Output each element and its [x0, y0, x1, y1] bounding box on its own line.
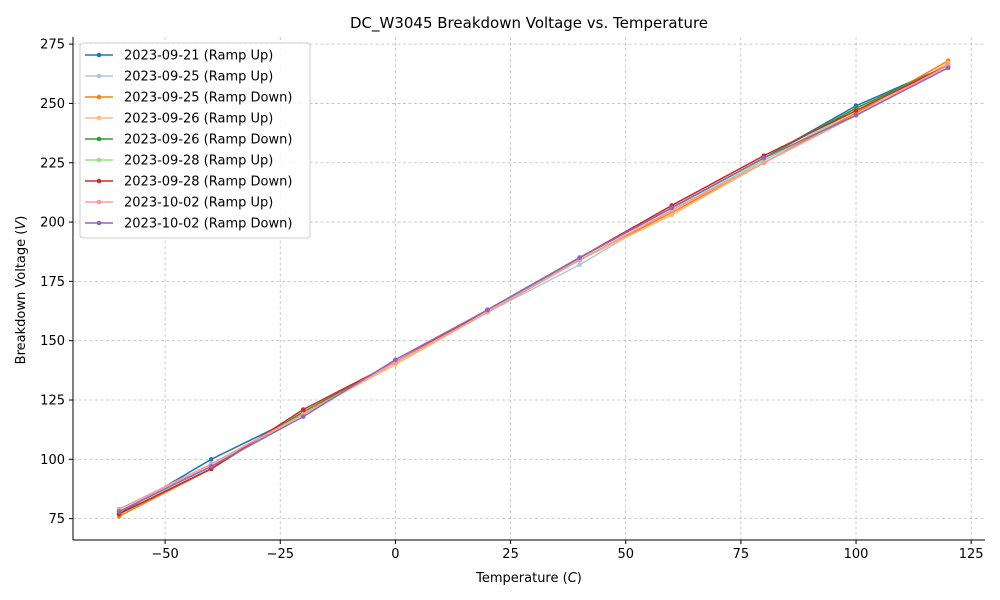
x-tick-label: 25 — [502, 547, 519, 562]
legend-entry: 2023-09-28 (Ramp Down) — [85, 175, 292, 190]
x-tick-label: 75 — [733, 547, 750, 562]
data-point — [669, 205, 675, 211]
legend-entry: 2023-10-02 (Ramp Up) — [85, 196, 273, 211]
x-axis-label: Temperature (C) — [475, 571, 582, 586]
data-point — [853, 108, 859, 113]
data-point — [301, 407, 306, 412]
data-point — [945, 65, 951, 71]
y-tick-label: 125 — [40, 394, 65, 409]
legend-entry: 2023-09-26 (Ramp Up) — [85, 112, 273, 127]
x-tick-label: −50 — [151, 547, 178, 562]
y-tick-label: 250 — [40, 97, 65, 112]
legend-label: 2023-10-02 (Ramp Down) — [124, 217, 292, 232]
legend-entry: 2023-09-26 (Ramp Down) — [85, 133, 292, 148]
y-tick-label: 200 — [40, 216, 65, 231]
legend-frame — [79, 42, 311, 239]
legend: 2023-09-21 (Ramp Up) 2023-09-25 (Ramp Up)… — [79, 42, 311, 239]
legend-swatch-marker — [96, 199, 102, 205]
series-line — [118, 64, 949, 510]
legend-swatch-marker — [96, 220, 102, 226]
legend-swatch-marker — [96, 136, 102, 142]
series — [116, 65, 951, 514]
legend-swatch-marker — [96, 157, 102, 163]
legend-label: 2023-10-02 (Ramp Up) — [124, 196, 273, 211]
legend-entry: 2023-09-28 (Ramp Up) — [85, 154, 273, 169]
data-point — [301, 414, 306, 419]
chart-title: DC_W3045 Breakdown Voltage vs. Temperatu… — [350, 14, 708, 33]
ticks: −50 −25 0 25 50 75 100 125 75 100 125 150 175 200 225 2… — [40, 38, 983, 562]
legend-entry: 2023-09-21 (Ramp Up) — [85, 49, 273, 64]
y-tick-label: 75 — [48, 512, 65, 527]
series-line — [118, 64, 949, 513]
x-tick-label: 0 — [391, 547, 399, 562]
x-tick-label: 125 — [959, 547, 984, 562]
legend-label: 2023-09-26 (Ramp Down) — [124, 133, 292, 148]
x-tick-label: −25 — [267, 547, 294, 562]
data-point — [669, 212, 675, 218]
series-layer — [116, 58, 951, 519]
legend-swatch-marker — [96, 73, 102, 79]
data-point — [577, 255, 582, 260]
legend-swatch-marker — [96, 178, 102, 184]
axes — [72, 37, 985, 541]
series-line — [118, 67, 949, 513]
legend-swatch-marker — [96, 115, 102, 121]
y-axis-label: Breakdown Voltage (V) — [14, 216, 29, 365]
legend-label: 2023-09-28 (Ramp Up) — [124, 154, 273, 169]
data-point — [208, 464, 214, 469]
data-point — [485, 307, 490, 313]
y-tick-label: 225 — [40, 156, 65, 171]
data-point — [761, 160, 767, 166]
legend-swatch-marker — [96, 52, 102, 58]
legend-label: 2023-09-26 (Ramp Up) — [124, 112, 273, 127]
legend-entry: 2023-10-02 (Ramp Down) — [85, 217, 292, 232]
legend-label: 2023-09-25 (Ramp Up) — [124, 70, 273, 85]
data-point — [761, 155, 767, 161]
legend-entry: 2023-09-25 (Ramp Down) — [85, 91, 292, 106]
data-point — [393, 357, 398, 362]
data-point — [853, 112, 859, 118]
legend-label: 2023-09-25 (Ramp Down) — [124, 91, 292, 106]
y-tick-label: 275 — [40, 38, 65, 53]
y-tick-label: 150 — [40, 334, 65, 349]
data-point — [577, 262, 582, 268]
x-tick-label: 100 — [844, 547, 869, 562]
y-tick-label: 100 — [40, 453, 65, 468]
legend-swatch-marker — [96, 94, 102, 100]
data-point — [116, 509, 122, 514]
legend-label: 2023-09-21 (Ramp Up) — [124, 49, 273, 64]
legend-label: 2023-09-28 (Ramp Down) — [124, 175, 292, 190]
y-tick-label: 175 — [40, 275, 65, 290]
grid — [73, 37, 985, 540]
data-point — [208, 457, 214, 462]
legend-entry: 2023-09-25 (Ramp Up) — [85, 70, 273, 85]
x-tick-label: 50 — [617, 547, 634, 562]
